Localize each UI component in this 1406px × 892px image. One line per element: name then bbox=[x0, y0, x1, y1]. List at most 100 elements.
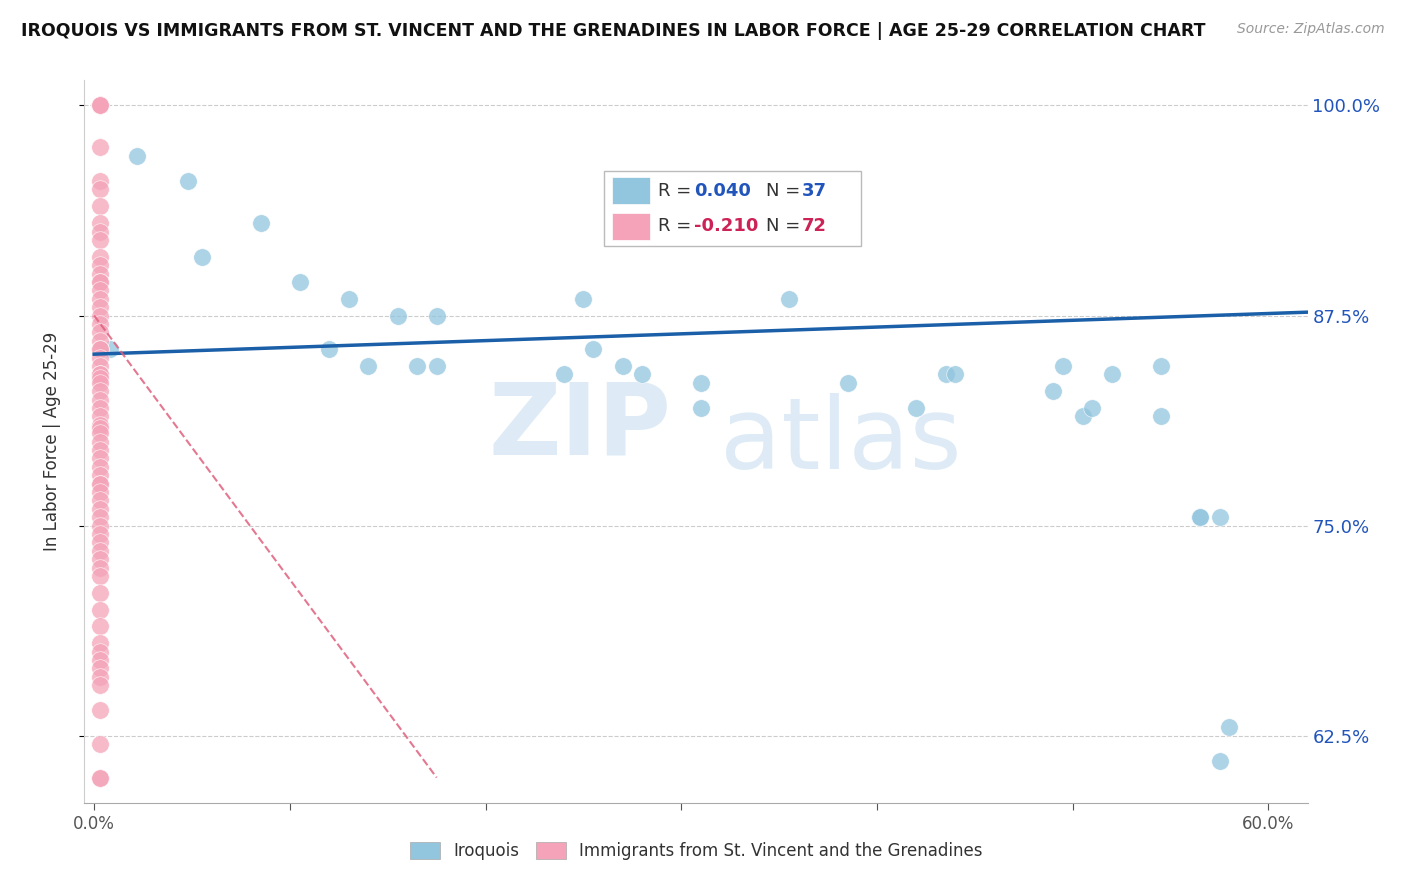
Point bbox=[89, 543, 111, 558]
Point bbox=[337, 292, 360, 306]
Point bbox=[89, 326, 111, 340]
Point bbox=[89, 552, 111, 566]
Point bbox=[89, 376, 111, 390]
Point bbox=[1081, 401, 1104, 415]
Point bbox=[89, 678, 111, 692]
Point bbox=[572, 292, 595, 306]
Point bbox=[89, 98, 111, 112]
Point bbox=[631, 368, 654, 382]
Point bbox=[89, 476, 111, 491]
Point bbox=[89, 569, 111, 583]
Point bbox=[612, 359, 634, 373]
Point bbox=[89, 560, 111, 574]
Point bbox=[89, 401, 111, 415]
Point bbox=[318, 342, 340, 356]
Y-axis label: In Labor Force | Age 25-29: In Labor Force | Age 25-29 bbox=[42, 332, 60, 551]
Point bbox=[89, 199, 111, 213]
Point bbox=[89, 267, 111, 281]
Point bbox=[89, 309, 111, 323]
Legend: Iroquois, Immigrants from St. Vincent and the Grenadines: Iroquois, Immigrants from St. Vincent an… bbox=[404, 835, 988, 867]
Point bbox=[89, 258, 111, 272]
Point bbox=[406, 359, 429, 373]
Point bbox=[89, 636, 111, 650]
Point bbox=[89, 300, 111, 314]
Point bbox=[553, 368, 575, 382]
Point bbox=[426, 309, 449, 323]
Point bbox=[89, 442, 111, 457]
Point bbox=[89, 670, 111, 684]
Point bbox=[89, 317, 111, 331]
Point bbox=[1101, 368, 1123, 382]
Point bbox=[943, 368, 966, 382]
Point bbox=[1208, 510, 1230, 524]
Point bbox=[89, 359, 111, 373]
Point bbox=[89, 459, 111, 474]
Point bbox=[89, 434, 111, 449]
Point bbox=[689, 401, 711, 415]
Point bbox=[778, 292, 800, 306]
Point bbox=[89, 98, 111, 112]
Point bbox=[426, 359, 449, 373]
Point bbox=[89, 392, 111, 407]
Point bbox=[89, 225, 111, 239]
Point bbox=[177, 174, 200, 188]
Point bbox=[89, 518, 111, 533]
Point bbox=[1071, 409, 1094, 424]
Point bbox=[89, 342, 111, 356]
Text: atlas: atlas bbox=[720, 393, 962, 490]
Point bbox=[89, 409, 111, 424]
Point bbox=[89, 527, 111, 541]
Point bbox=[89, 275, 111, 289]
Point bbox=[89, 653, 111, 667]
Point bbox=[89, 351, 111, 365]
Point bbox=[89, 451, 111, 466]
Text: ZIP: ZIP bbox=[489, 378, 672, 475]
Point bbox=[89, 174, 111, 188]
Point bbox=[89, 661, 111, 675]
Point bbox=[1218, 720, 1240, 734]
Point bbox=[387, 309, 409, 323]
Point bbox=[89, 737, 111, 751]
Point bbox=[1208, 754, 1230, 768]
Point bbox=[89, 771, 111, 785]
Text: IROQUOIS VS IMMIGRANTS FROM ST. VINCENT AND THE GRENADINES IN LABOR FORCE | AGE : IROQUOIS VS IMMIGRANTS FROM ST. VINCENT … bbox=[21, 22, 1205, 40]
Point bbox=[89, 98, 111, 112]
Point bbox=[89, 368, 111, 382]
Point bbox=[934, 368, 956, 382]
Point bbox=[1042, 384, 1064, 398]
Point bbox=[89, 485, 111, 500]
Point bbox=[1052, 359, 1074, 373]
Point bbox=[89, 140, 111, 154]
Point bbox=[89, 468, 111, 483]
Point bbox=[89, 98, 111, 112]
Point bbox=[89, 275, 111, 289]
Point bbox=[582, 342, 605, 356]
Point bbox=[1150, 409, 1173, 424]
Point bbox=[837, 376, 859, 390]
Point bbox=[89, 417, 111, 432]
Point bbox=[689, 376, 711, 390]
Point bbox=[89, 98, 111, 112]
Point bbox=[89, 501, 111, 516]
Point bbox=[1188, 510, 1211, 524]
Point bbox=[89, 771, 111, 785]
Point bbox=[1188, 510, 1211, 524]
Point bbox=[89, 250, 111, 264]
Point bbox=[89, 644, 111, 658]
Point bbox=[89, 619, 111, 633]
Point bbox=[98, 342, 121, 356]
Point bbox=[89, 493, 111, 508]
Point bbox=[905, 401, 928, 415]
Point bbox=[89, 233, 111, 247]
Point bbox=[89, 292, 111, 306]
Point bbox=[249, 216, 271, 230]
Point bbox=[89, 216, 111, 230]
Point bbox=[89, 98, 111, 112]
Point bbox=[89, 426, 111, 441]
Point bbox=[89, 535, 111, 549]
Text: Source: ZipAtlas.com: Source: ZipAtlas.com bbox=[1237, 22, 1385, 37]
Point bbox=[127, 149, 149, 163]
Point bbox=[89, 510, 111, 524]
Point bbox=[89, 334, 111, 348]
Point bbox=[89, 283, 111, 297]
